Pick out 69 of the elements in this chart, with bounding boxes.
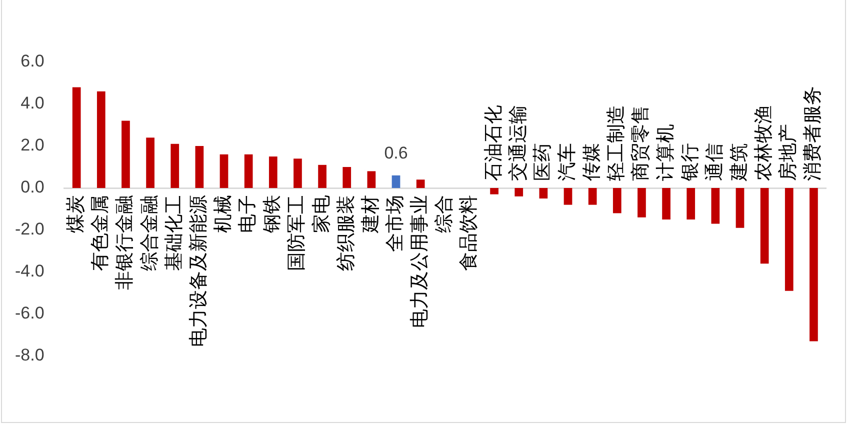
bar — [784, 188, 794, 291]
x-tick-label: 基础化工 — [164, 195, 185, 271]
bar — [564, 188, 572, 205]
bar — [244, 154, 253, 188]
x-tick-label: 纺织服装 — [336, 195, 357, 271]
y-tick-label: 0.0 — [20, 178, 44, 197]
x-tick-label: 电子 — [238, 195, 259, 233]
y-tick-label: 6.0 — [20, 52, 44, 71]
bar — [686, 188, 696, 220]
data-label: 0.6 — [384, 144, 408, 163]
bar — [416, 180, 425, 188]
x-tick-label: 建材 — [360, 195, 382, 234]
y-tick-label: -6.0 — [14, 304, 44, 323]
bar — [72, 87, 81, 188]
x-tick-label: 家电 — [310, 195, 332, 233]
bar — [367, 171, 376, 188]
x-tick-label: 计算机 — [655, 124, 676, 181]
x-tick-label: 轻工制造 — [606, 105, 628, 181]
x-tick-label: 建筑 — [728, 143, 750, 182]
x-tick-label: 通信 — [704, 143, 726, 181]
x-tick-label: 电力及公用事业 — [410, 195, 431, 328]
bar — [539, 188, 548, 198]
bar — [220, 154, 228, 188]
x-tick-label: 食品饮料 — [458, 195, 480, 271]
bar — [662, 188, 670, 220]
y-tick-label: 2.0 — [20, 136, 44, 155]
x-tick-label: 国防军工 — [286, 195, 308, 271]
bar — [170, 144, 180, 188]
x-tick-label: 电力设备及新能源 — [187, 195, 210, 347]
bar — [342, 167, 352, 188]
x-tick-label: 非银行金融 — [114, 195, 136, 290]
bar — [514, 188, 524, 196]
bar — [736, 188, 744, 228]
y-tick-label: -4.0 — [14, 262, 44, 281]
x-tick-label: 传媒 — [582, 143, 603, 181]
bar — [195, 146, 204, 188]
x-tick-label: 机械 — [212, 195, 234, 233]
x-tick-label: 房地产 — [777, 124, 800, 181]
bar — [122, 120, 130, 188]
x-tick-label: 有色金属 — [90, 195, 112, 271]
x-tick-label: 石油石化 — [483, 105, 504, 181]
x-tick-label: 银行 — [680, 143, 701, 182]
bar — [294, 158, 302, 188]
bar — [588, 188, 597, 205]
x-tick-label: 综合 — [434, 195, 456, 233]
bar — [268, 156, 278, 188]
x-tick-label: 综合金融 — [139, 195, 160, 271]
bar — [638, 188, 646, 218]
y-tick-label: -2.0 — [14, 220, 44, 239]
x-tick-label: 汽车 — [556, 143, 578, 181]
x-tick-label: 钢铁 — [262, 195, 284, 234]
x-tick-label: 医药 — [532, 143, 554, 181]
bar — [711, 188, 720, 224]
x-tick-label: 煤炭 — [66, 195, 87, 233]
x-tick-label: 商贸零售 — [630, 105, 652, 181]
x-tick-label: 全市场 — [384, 195, 406, 252]
bar — [318, 164, 326, 188]
x-tick-label: 消费者服务 — [802, 86, 824, 181]
y-tick-label: 4.0 — [20, 94, 44, 113]
bar — [96, 91, 106, 188]
bar — [490, 188, 498, 194]
bar — [760, 188, 769, 264]
x-tick-label: 交通运输 — [506, 105, 529, 181]
y-tick-label: -8.0 — [14, 346, 44, 365]
bar — [810, 188, 818, 342]
bar — [392, 175, 400, 188]
x-tick-label: 农林牧渔 — [754, 105, 775, 181]
bar — [146, 138, 154, 188]
bar — [612, 188, 622, 214]
